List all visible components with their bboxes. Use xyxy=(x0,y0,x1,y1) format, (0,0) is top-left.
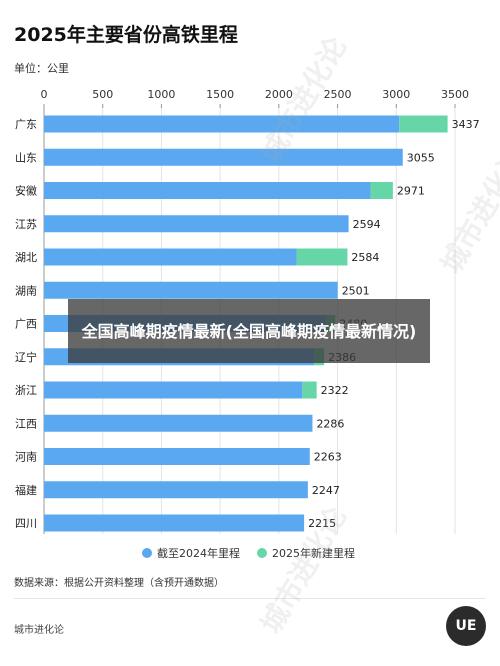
bar-existing xyxy=(44,148,403,166)
data-label: 2322 xyxy=(321,384,349,397)
bar-existing xyxy=(44,448,310,465)
footer-divider xyxy=(14,598,486,599)
bar-existing xyxy=(44,514,305,532)
overlay-banner: 全国高峰期疫情最新(全国高峰期疫情最新情况) xyxy=(68,299,430,363)
bar-new xyxy=(302,381,317,399)
page-title: 2025年主要省份高铁里程 xyxy=(14,24,238,46)
category-label: 湖北 xyxy=(15,251,37,264)
x-tick-label: 0 xyxy=(41,88,48,101)
category-label: 江苏 xyxy=(15,218,37,231)
bar-existing xyxy=(44,115,400,133)
category-label: 福建 xyxy=(15,483,37,497)
bar-chart: 0 500 1000 1500 2000 2500 3000 3500 广东 3437 山东 3055… xyxy=(15,88,480,560)
category-label: 安徽 xyxy=(15,184,37,198)
bar-existing xyxy=(44,481,308,499)
brand-name: 城市进化论 xyxy=(14,625,64,636)
category-label: 山东 xyxy=(15,151,37,164)
bar-existing xyxy=(44,281,338,299)
legend-marker xyxy=(142,548,152,558)
bar-new xyxy=(296,248,348,266)
bar-existing xyxy=(44,414,313,432)
data-label: 2215 xyxy=(308,517,336,530)
bar-existing xyxy=(44,215,349,233)
legend-label: 2025年新建里程 xyxy=(272,546,355,560)
data-source: 数据来源：根据公开资料整理（含预开通数据） xyxy=(14,578,224,589)
data-label: 2501 xyxy=(342,284,370,297)
legend-label: 截至2024年里程 xyxy=(157,546,240,560)
x-tick-label: 2000 xyxy=(265,88,293,101)
logo-text: UE xyxy=(455,618,477,634)
data-label: 3437 xyxy=(452,118,480,131)
brand-logo: UE xyxy=(446,606,486,646)
data-label: 2971 xyxy=(397,185,425,198)
category-label: 江西 xyxy=(15,417,37,430)
bar-existing xyxy=(44,248,297,266)
legend-marker xyxy=(257,548,267,558)
data-label: 2263 xyxy=(314,451,342,464)
bar-existing xyxy=(44,381,303,399)
bar-existing xyxy=(44,182,371,199)
data-label: 2247 xyxy=(312,484,340,497)
category-label: 浙江 xyxy=(15,384,37,397)
unit-label: 单位：公里 xyxy=(14,62,69,75)
x-tick-label: 1000 xyxy=(147,88,175,101)
data-label: 2594 xyxy=(353,218,381,231)
category-label: 四川 xyxy=(15,517,37,530)
x-tick-label: 1500 xyxy=(206,88,234,101)
category-label: 湖南 xyxy=(15,284,37,297)
data-label: 2286 xyxy=(316,417,344,430)
x-tick-label: 3000 xyxy=(382,88,410,101)
category-label: 辽宁 xyxy=(15,350,37,364)
category-label: 河南 xyxy=(15,451,37,464)
x-tick-label: 2500 xyxy=(324,88,352,101)
data-label: 2584 xyxy=(351,251,379,264)
bar-new xyxy=(399,115,448,133)
category-label: 广东 xyxy=(15,118,37,131)
category-label: 广西 xyxy=(15,318,37,331)
data-label: 3055 xyxy=(407,151,435,164)
x-tick-label: 3500 xyxy=(441,88,469,101)
bar-new xyxy=(370,182,393,199)
x-tick-label: 500 xyxy=(92,88,113,101)
